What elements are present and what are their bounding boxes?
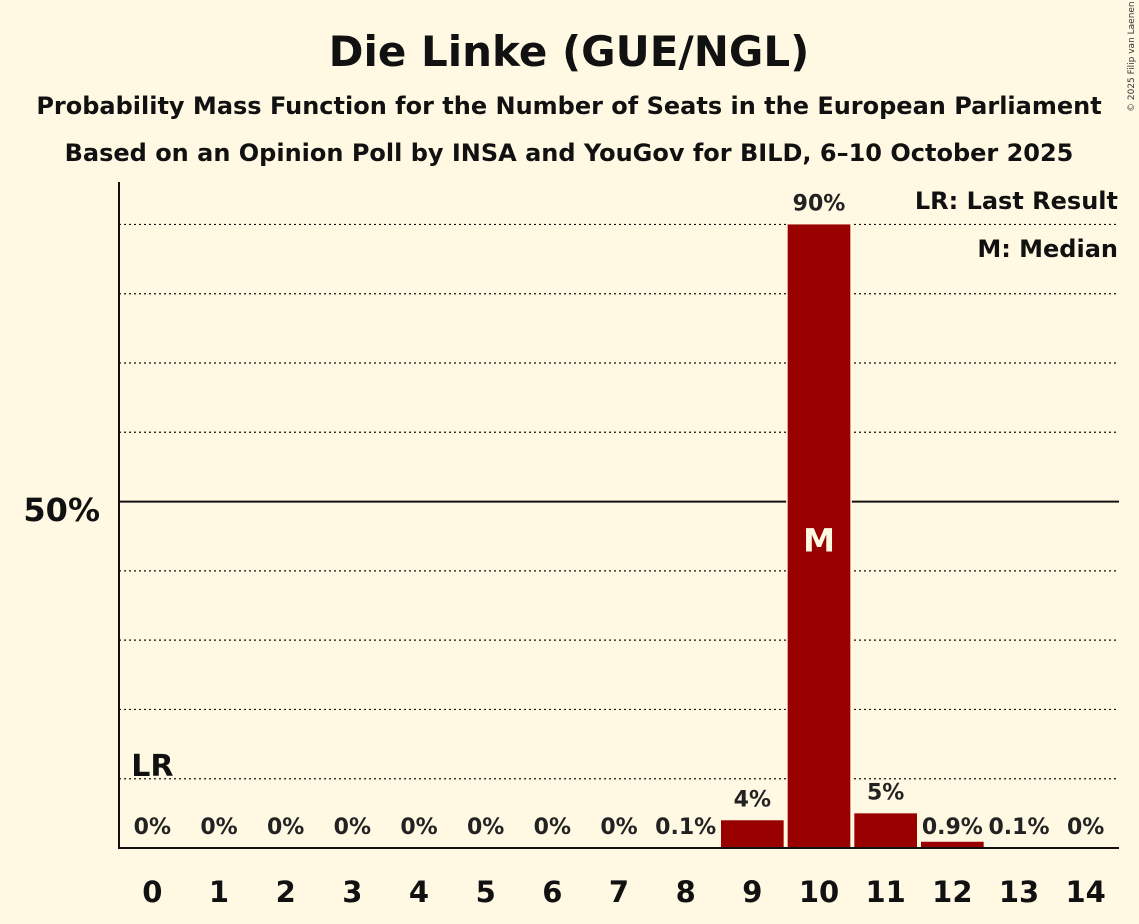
data-label-5: 0% [467,815,504,840]
x-tick-labels: 0 1 2 3 4 5 6 7 8 9 10 11 12 13 14 [142,875,1106,909]
x-tick-11: 11 [865,875,905,909]
chart-subtitle-2: Based on an Opinion Poll by INSA and You… [65,139,1074,167]
chart-title: Die Linke (GUE/NGL) [329,27,810,76]
data-label-3: 0% [334,815,371,840]
x-tick-5: 5 [476,875,496,909]
data-label-8: 0.1% [655,815,716,840]
bar-11 [854,813,917,848]
data-label-13: 0.1% [988,815,1049,840]
median-marker: M [803,522,835,560]
data-label-14: 0% [1067,815,1104,840]
copyright-note: © 2025 Filip van Laenen [1127,1,1137,112]
bar-12 [921,841,984,848]
data-label-0: 0% [134,815,171,840]
data-label-7: 0% [600,815,637,840]
data-labels: 0% 0% 0% 0% 0% 0% 0% 0% 0.1%4%90%5%0.9% 0.1% 0%LRM [131,191,1104,840]
bar-10 [787,224,851,848]
x-tick-4: 4 [409,875,429,909]
data-label-2: 0% [267,815,304,840]
chart-subtitle-1: Probability Mass Function for the Number… [36,92,1101,120]
bar-gap-13 [986,845,1052,848]
data-label-9: 4% [734,787,771,812]
data-label-12: 0.9% [922,815,983,840]
y-tick-label-50: 50% [23,491,100,529]
bar-9 [721,820,784,848]
data-label-11: 5% [867,780,904,805]
data-label-10: 90% [793,191,846,216]
x-tick-14: 14 [1065,875,1105,909]
x-tick-7: 7 [609,875,629,909]
x-tick-0: 0 [142,875,162,909]
data-label-1: 0% [200,815,237,840]
bars [652,222,1052,848]
x-tick-13: 13 [999,875,1039,909]
last-result-marker: LR [131,749,173,784]
data-label-6: 0% [534,815,571,840]
x-tick-8: 8 [676,875,696,909]
x-tick-9: 9 [742,875,762,909]
x-tick-6: 6 [542,875,562,909]
x-tick-12: 12 [932,875,972,909]
gridlines [119,223,1119,780]
data-label-4: 0% [400,815,437,840]
legend-median: M: Median [977,235,1118,263]
bar-gap-8 [652,845,719,848]
legend-last-result: LR: Last Result [915,187,1118,215]
x-tick-2: 2 [276,875,296,909]
x-tick-10: 10 [799,875,839,909]
x-tick-3: 3 [342,875,362,909]
x-tick-1: 1 [209,875,229,909]
